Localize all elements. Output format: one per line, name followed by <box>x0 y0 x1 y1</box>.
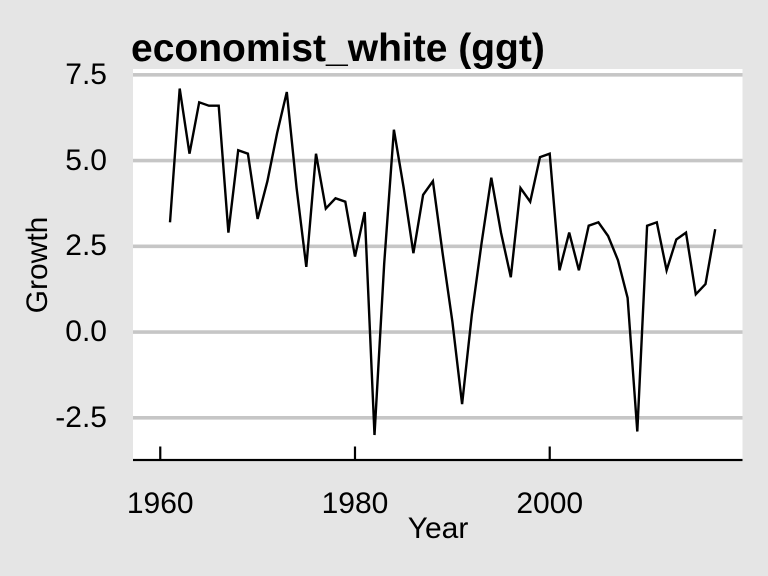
x-axis-tick <box>159 446 162 460</box>
panel-background <box>133 69 743 460</box>
x-axis-line <box>133 458 743 462</box>
x-tick-label: 1960 <box>126 487 194 520</box>
gridline <box>133 416 743 420</box>
x-axis-tick <box>548 446 551 460</box>
y-tick-label: -2.5 <box>55 400 107 434</box>
chart-title: economist_white (ggt) <box>131 27 545 70</box>
y-axis-title: Growth <box>21 216 54 314</box>
gridline <box>133 330 743 334</box>
x-tick-label: 1980 <box>321 487 389 520</box>
y-tick-label: 5.0 <box>65 143 107 177</box>
data-line-growth <box>168 88 717 436</box>
gridline <box>133 244 743 249</box>
y-tick-label: 2.5 <box>65 229 107 263</box>
gridline <box>133 73 743 77</box>
x-axis-tick <box>353 446 357 460</box>
x-axis-title: Year <box>407 512 469 545</box>
x-tick-label: 2000 <box>516 487 584 520</box>
gridline <box>133 158 743 163</box>
y-tick-label: 0.0 <box>65 315 107 349</box>
y-tick-label: 7.5 <box>65 57 107 91</box>
